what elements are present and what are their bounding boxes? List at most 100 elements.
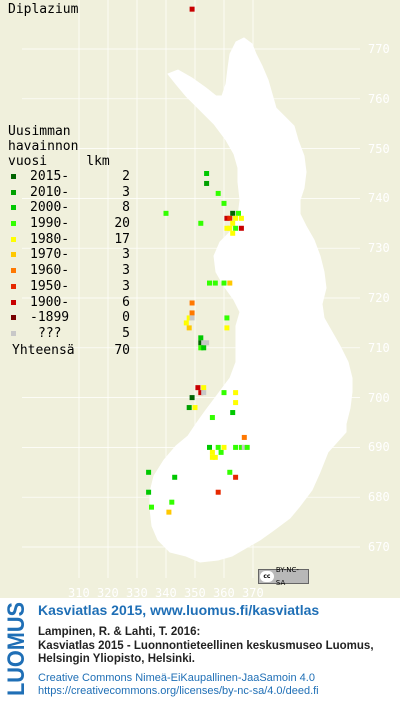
legend-count: 8 [122, 200, 130, 216]
legend-count: 2 [122, 169, 130, 184]
legend: Uusimman havainnon vuosi lkm 2015- 2 2010-… [8, 124, 130, 359]
observation-square [201, 390, 207, 396]
legend-row: 1960- 3 [8, 263, 130, 279]
legend-swatch [11, 330, 16, 336]
observation-square [209, 449, 215, 455]
observation-square [241, 444, 247, 450]
observation-square [241, 434, 247, 440]
observation-square [218, 449, 224, 455]
observation-square [192, 405, 198, 411]
observation-square [207, 444, 212, 450]
legend-header-2: havainnon [8, 139, 79, 154]
legend-count: 3 [122, 263, 130, 279]
cc-license-badge[interactable]: cc BY-NC-SA [258, 566, 309, 587]
luomus-logo: LUOMUS [4, 602, 28, 696]
legend-swatch [11, 189, 16, 195]
observation-square [238, 215, 244, 221]
observation-square [227, 280, 233, 286]
legend-row: 1970- 3 [8, 247, 130, 263]
x-axis-label: 320 [97, 586, 119, 600]
y-axis-label: 750 [368, 141, 390, 156]
observation-square [230, 210, 236, 216]
license-text: Creative Commons Nimeä-EiKaupallinen-Jaa… [38, 672, 319, 698]
observation-square [227, 215, 233, 221]
cc-icon: cc [260, 571, 274, 582]
observation-square [221, 200, 227, 206]
y-axis-label: 670 [368, 540, 390, 554]
legend-label: 2000- [30, 200, 70, 216]
x-axis-label: 330 [126, 586, 148, 600]
observation-square [186, 315, 192, 321]
finland-map [22, 0, 360, 578]
observation-square [233, 400, 239, 406]
observation-square [204, 180, 210, 186]
legend-row: 1950- 3 [8, 278, 130, 295]
legend-count: 20 [114, 216, 130, 232]
observation-square [189, 300, 195, 306]
observation-square [189, 310, 195, 316]
legend-swatch [11, 174, 16, 179]
legend-label: 1970- [30, 247, 70, 263]
legend-label: 1900- [30, 294, 70, 310]
y-axis-label: 770 [368, 42, 390, 56]
observation-square [212, 280, 218, 286]
observation-square [198, 345, 204, 351]
legend-total-count: 70 [114, 342, 130, 358]
citation: Lampinen, R. & Lahti, T. 2016: Kasviatla… [38, 626, 374, 667]
y-axis-label: 700 [368, 390, 390, 405]
observation-square [221, 444, 227, 450]
citation-line-3: Helsingin Yliopisto, Helsinki. [38, 653, 195, 665]
observation-square [183, 320, 189, 326]
x-axis-label: 340 [155, 586, 177, 600]
observation-square [238, 225, 244, 231]
legend-swatch [11, 299, 16, 305]
observation-square [230, 230, 236, 236]
species-title: Diplazium [8, 2, 79, 17]
kasviatlas-link[interactable]: Kasviatlas 2015, www.luomus.fi/kasviatla… [38, 602, 320, 618]
legend-swatch [11, 315, 16, 321]
legend-count: 5 [122, 325, 130, 341]
observation-square [209, 454, 215, 460]
legend-row: 2000- 8 [8, 200, 130, 216]
observation-square [198, 335, 204, 341]
legend-header-1: Uusimman [8, 124, 71, 139]
observation-square [230, 220, 236, 226]
y-axis-label: 760 [368, 91, 390, 106]
observation-square [195, 385, 201, 391]
legend-count: 17 [114, 231, 130, 247]
observation-square [204, 171, 210, 176]
x-axis-label: 350 [184, 586, 206, 600]
observation-square [233, 225, 239, 231]
observation-square [224, 215, 230, 221]
observation-square [244, 444, 250, 450]
observation-square [212, 454, 218, 460]
license-line-1: Creative Commons Nimeä-EiKaupallinen-Jaa… [38, 672, 315, 684]
legend-label: 1990- [30, 216, 70, 232]
legend-label: 2010- [30, 184, 70, 200]
observation-square [233, 215, 239, 221]
observation-square [230, 410, 236, 416]
observation-square [224, 325, 230, 331]
observation-square [221, 280, 227, 286]
luomus-logo-text: LUOMUS [4, 602, 28, 696]
license-url[interactable]: https://creativecommons.org/licenses/by-… [38, 685, 319, 697]
legend-swatch [11, 205, 16, 211]
legend-label: 1950- [30, 278, 70, 294]
y-axis-label: 690 [368, 440, 390, 455]
observation-layer [146, 6, 250, 515]
legend-swatch [11, 221, 16, 227]
observation-square [233, 444, 239, 450]
legend-header-3: vuosi lkm [8, 154, 110, 169]
observation-square [198, 220, 204, 226]
observation-square [233, 390, 239, 396]
legend-label: 2015- [30, 169, 70, 184]
legend-count: 6 [122, 294, 130, 310]
observation-square [198, 390, 204, 396]
legend-label: 1980- [30, 231, 70, 247]
observation-square [166, 509, 172, 515]
observation-square [146, 489, 152, 495]
finland-land-outline [149, 37, 353, 563]
observation-square [224, 315, 230, 321]
observation-square [172, 474, 178, 480]
observation-square [215, 444, 221, 450]
